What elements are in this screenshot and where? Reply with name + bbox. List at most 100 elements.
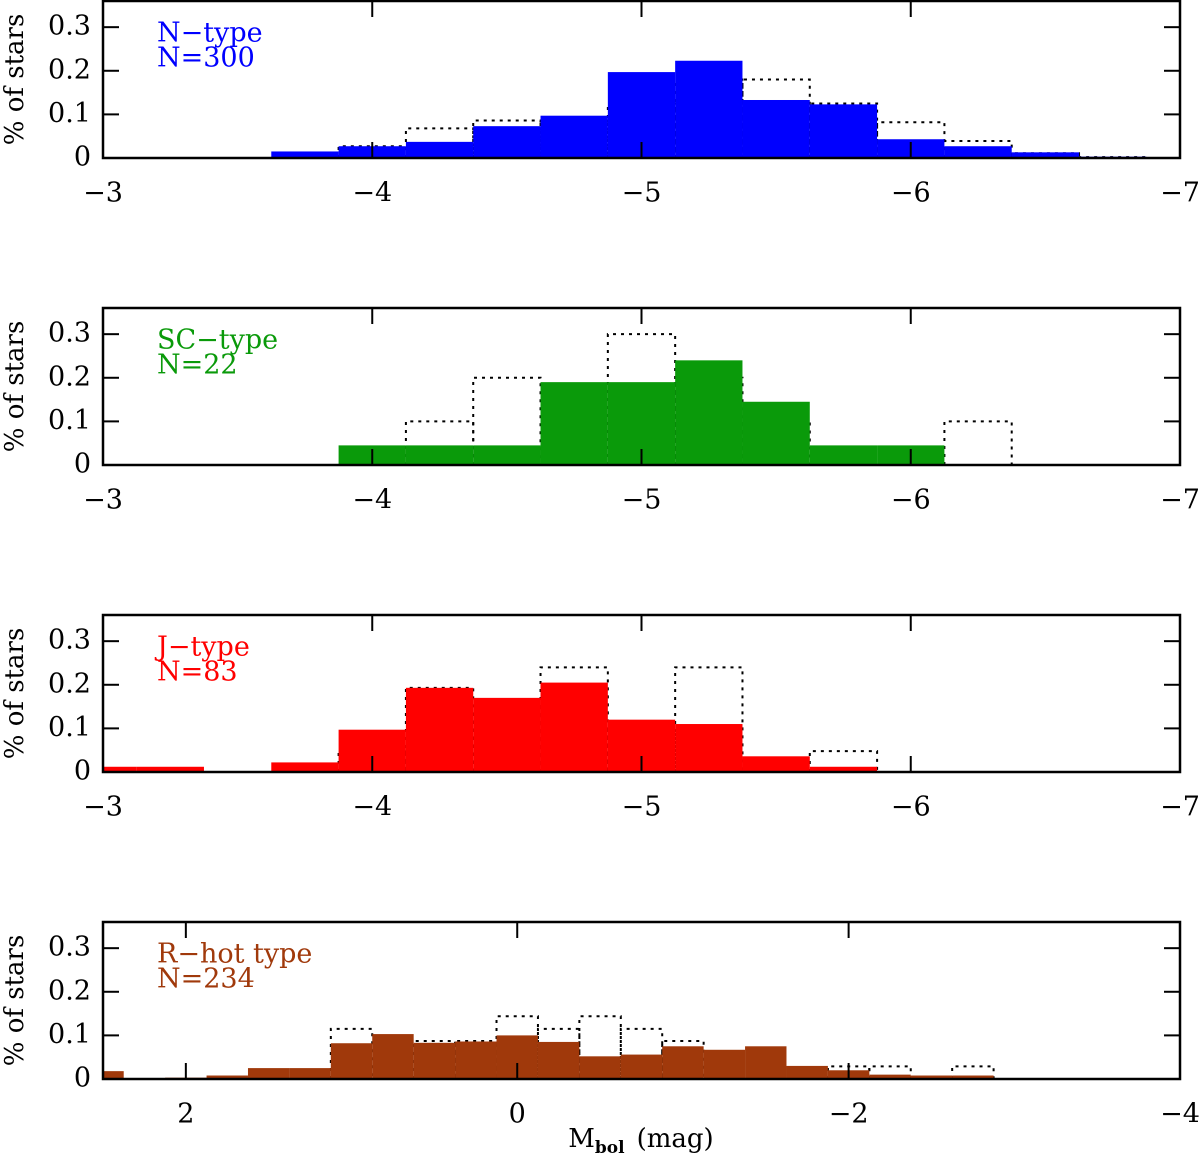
histogram-bar	[455, 1041, 497, 1079]
histogram-bar	[405, 141, 474, 158]
y-tick-label: 0	[74, 142, 91, 173]
x-tick-label: −6	[891, 485, 931, 516]
histogram-bar	[1011, 152, 1080, 158]
plot-area	[203, 60, 1148, 158]
count-label: N=300	[157, 43, 255, 74]
plot-frame	[101, 920, 1182, 1081]
y-tick-label: 0.1	[48, 712, 91, 743]
x-axis-label-unit: (mag)	[637, 1124, 714, 1154]
histogram-bar	[869, 1074, 911, 1079]
y-tick-label: 0	[74, 756, 91, 787]
histogram-bar	[413, 1042, 456, 1079]
plot-area	[103, 1015, 995, 1079]
histogram-bar	[703, 1049, 746, 1079]
y-tick-label: 0	[74, 1063, 91, 1094]
x-tick-label: 0	[509, 1099, 526, 1130]
panel-label: J−type	[154, 632, 250, 663]
histogram-bar	[473, 697, 541, 772]
histogram-bar	[944, 146, 1012, 158]
panel-label: R−hot type	[157, 939, 312, 970]
histogram-bar	[786, 1065, 828, 1079]
y-axis-label: % of stars	[0, 321, 30, 453]
count-label: N=83	[157, 657, 238, 688]
reference-bin	[674, 666, 744, 772]
x-tick-label: −5	[622, 485, 662, 516]
histogram-bar	[809, 445, 878, 465]
x-axis-label-main: M	[568, 1124, 595, 1154]
reference-bin	[808, 102, 879, 158]
y-axis-label: % of stars	[0, 935, 30, 1067]
panel-label: N−type	[157, 18, 263, 49]
histogram-bar	[742, 99, 810, 158]
histogram-bar	[579, 1056, 621, 1079]
x-axis-label: Mbol (mag)	[568, 1124, 713, 1158]
histogram-bar	[675, 360, 743, 465]
histogram-bar	[540, 115, 608, 158]
x-tick-label: −4	[352, 792, 392, 823]
y-tick-label: 0.2	[48, 975, 91, 1006]
y-tick-label: 0.3	[48, 625, 91, 656]
y-tick-label: 0.2	[48, 668, 91, 699]
histogram-bar	[809, 766, 878, 772]
x-tick-label: −7	[1160, 792, 1200, 823]
plot-area	[338, 333, 1013, 465]
histogram-bar	[247, 1068, 290, 1079]
reference-bin	[951, 1065, 995, 1079]
histogram-bar	[662, 1046, 704, 1079]
x-tick-label: −6	[891, 178, 931, 209]
histogram-bar	[372, 1034, 414, 1079]
histogram-bar	[540, 682, 608, 772]
y-tick-label: 0.2	[48, 54, 91, 85]
y-tick-label: 0.2	[48, 361, 91, 392]
x-tick-label: −6	[891, 792, 931, 823]
x-tick-label: −7	[1160, 178, 1200, 209]
x-tick-label: −3	[83, 178, 123, 209]
x-tick-label: −7	[1160, 485, 1200, 516]
histogram-bar	[330, 1043, 373, 1079]
panel: 0 0.1 0.2 0.3 −3 −4 −5 −6 −7 % of stars SC−typeN=2…	[0, 306, 1200, 516]
x-tick-label: −4	[1160, 1099, 1200, 1130]
reference-bin	[943, 420, 1013, 465]
y-axis-label: % of stars	[0, 628, 30, 760]
x-axis-label-sub: bol	[595, 1138, 625, 1158]
x-tick-label: −5	[622, 792, 662, 823]
histogram-bar	[271, 762, 339, 772]
reference-bin	[539, 666, 609, 772]
y-tick-label: 0.3	[48, 318, 91, 349]
count-label: N=22	[157, 350, 238, 381]
histogram-bar	[675, 724, 743, 772]
y-tick-label: 0.1	[48, 1019, 91, 1050]
histogram-bar	[910, 1075, 953, 1079]
histogram-bar	[405, 687, 474, 772]
reference-bin	[619, 1027, 664, 1079]
histogram-bar	[745, 1046, 787, 1079]
histogram-bar	[103, 1071, 124, 1079]
histogram-bar	[537, 1041, 580, 1079]
panel: 0 0.1 0.2 0.3 2 0 −2 −4 % of stars R−hot typeN=23…	[0, 920, 1200, 1158]
x-tick-label: −3	[83, 485, 123, 516]
histogram-bar	[271, 151, 339, 158]
histogram-bar	[540, 382, 608, 465]
y-tick-label: 0.3	[48, 11, 91, 42]
panel: 0 0.1 0.2 0.3 −3 −4 −5 −6 −7 % of stars N−typeN=30…	[0, 0, 1200, 209]
plot-area	[103, 666, 879, 772]
histogram-bar	[742, 401, 810, 465]
x-tick-label: −3	[83, 792, 123, 823]
histogram-bar	[952, 1075, 994, 1079]
reference-bin	[472, 376, 542, 465]
y-tick-label: 0.1	[48, 405, 91, 436]
histogram-bar	[103, 766, 137, 772]
x-tick-label: 2	[177, 1099, 194, 1130]
histogram-bar	[289, 1068, 331, 1079]
histogram-bar	[473, 445, 541, 465]
panel-label: SC−type	[157, 325, 278, 356]
y-tick-label: 0	[74, 449, 91, 480]
x-tick-label: −4	[352, 485, 392, 516]
reference-bin	[868, 1065, 912, 1079]
x-tick-label: −2	[829, 1099, 869, 1130]
histogram-bar	[620, 1054, 663, 1079]
histogram-bar	[405, 445, 474, 465]
histogram-bar	[742, 756, 810, 772]
